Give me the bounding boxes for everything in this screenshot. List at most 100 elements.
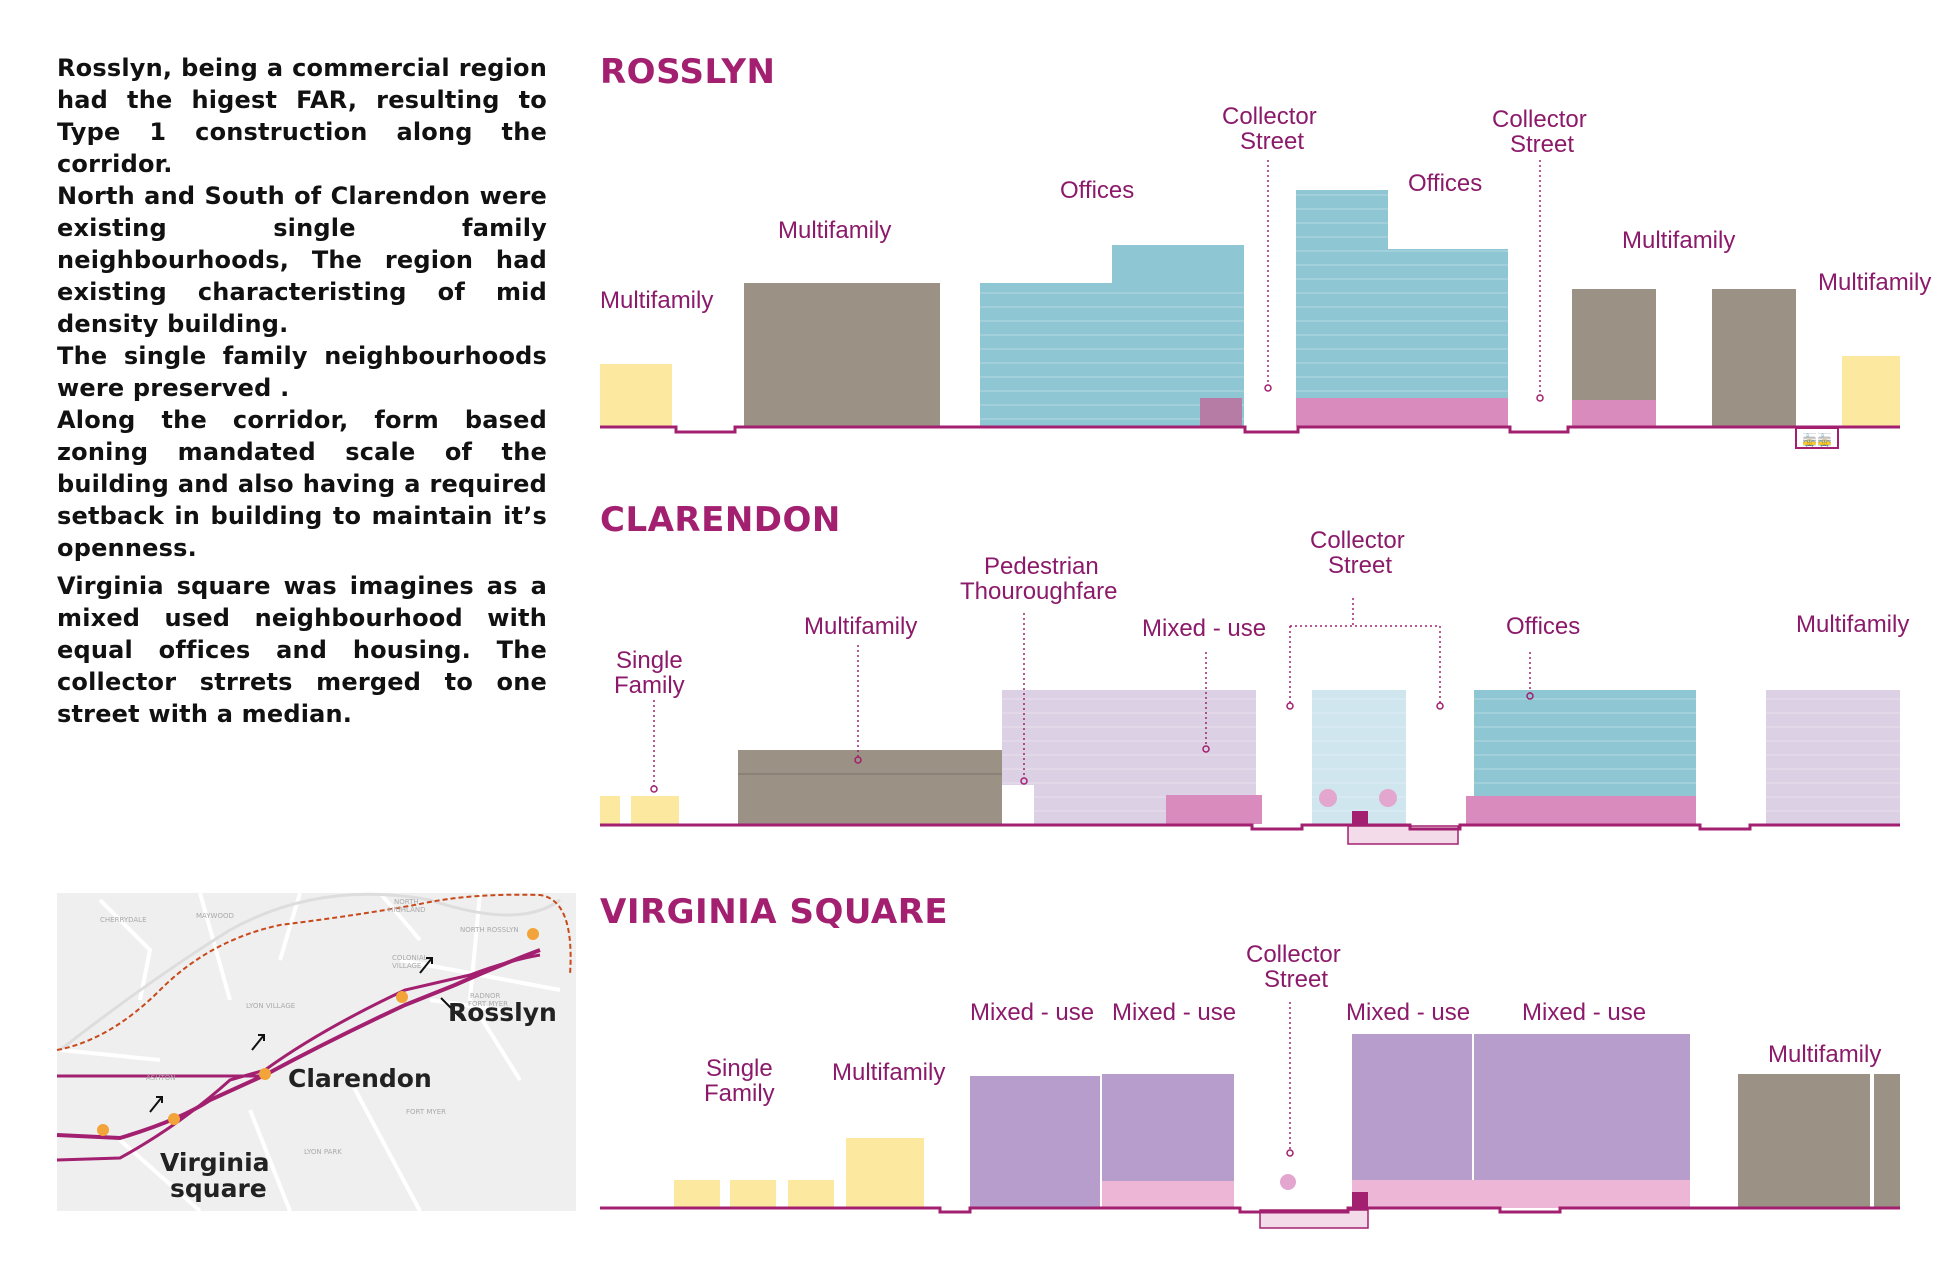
mixed-use-base xyxy=(1166,795,1262,824)
label-collector-b: Street xyxy=(1510,131,1575,158)
ground-line xyxy=(600,1206,1900,1214)
label-collector-b: Street xyxy=(1240,128,1305,155)
map-label-colonial-b: VILLAGE xyxy=(392,962,422,970)
map-label-virginia-b: square xyxy=(170,1174,267,1203)
label-single: Single xyxy=(616,647,683,674)
map-station-courthouse xyxy=(396,991,408,1003)
building-multifamily-yellow-2 xyxy=(1842,356,1900,426)
tunnel xyxy=(1259,1209,1369,1229)
building-multifamily-brown-3 xyxy=(1712,289,1796,426)
map-station-rosslyn xyxy=(527,928,539,940)
paragraph-text: Virginia square was imagines as a mixed … xyxy=(57,572,547,728)
building-mixed-use-1 xyxy=(970,1076,1100,1208)
label-pedestrian: Pedestrian xyxy=(984,553,1099,580)
section-title-clarendon: CLARENDON xyxy=(600,500,841,540)
tree-icon xyxy=(1280,1174,1296,1190)
rosslyn-section: 🚋🚋 xyxy=(600,160,1900,449)
label-multifamily: Multifamily xyxy=(1622,227,1736,254)
pedestrian-thoroughfare xyxy=(1002,785,1034,824)
map-background xyxy=(57,893,576,1211)
building-single-family-2 xyxy=(631,796,679,824)
section-title-rosslyn: ROSSLYN xyxy=(600,52,776,92)
retail-base xyxy=(1200,398,1242,426)
arrow-icon xyxy=(419,957,433,974)
tree-icon xyxy=(1379,789,1397,807)
label-multifamily: Multifamily xyxy=(1818,269,1932,296)
leader-dot xyxy=(1286,702,1294,710)
label-mixed-use: Mixed - use xyxy=(1142,615,1267,642)
label-thoroughfare: Thouroughfare xyxy=(960,578,1118,605)
paragraph-text: Along the corridor, form based zoning ma… xyxy=(57,406,547,562)
map-leader xyxy=(440,997,464,1021)
section-title-virginia: VIRGINIA SQUARE xyxy=(600,892,949,932)
offices-base xyxy=(1466,796,1696,824)
tree-icon xyxy=(1319,789,1337,807)
map-rail-line xyxy=(56,893,572,1051)
label-multifamily: Multifamily xyxy=(778,217,892,244)
tram-icon: 🚋🚋 xyxy=(1802,433,1832,447)
leader-dot xyxy=(1436,702,1444,710)
label-mixed-use: Mixed - use xyxy=(1112,999,1237,1026)
building-multifamily-yellow xyxy=(600,364,672,426)
retail-base-offices xyxy=(1296,398,1508,426)
label-collector-a: Collector xyxy=(1222,103,1317,130)
arrow-icon xyxy=(149,1096,163,1113)
map-station-clarendon xyxy=(259,1068,271,1080)
leader-dot xyxy=(1286,1149,1294,1157)
leader-dot xyxy=(1536,394,1544,402)
label-collector-b: Street xyxy=(1264,966,1329,993)
floor-lines xyxy=(1296,190,1508,398)
label-collector-b: Street xyxy=(1328,552,1393,579)
leader-dot xyxy=(1202,745,1210,753)
building-single-family-2 xyxy=(730,1180,776,1208)
clarendon-section xyxy=(600,598,1900,845)
virginia-section xyxy=(600,1002,1900,1229)
map-label-virginia-a: Virginia xyxy=(160,1148,270,1177)
label-collector-a: Collector xyxy=(1492,106,1587,133)
label-multifamily: Multifamily xyxy=(804,613,918,640)
building-single-family-3 xyxy=(788,1180,834,1208)
label-family: Family xyxy=(614,672,685,699)
building-multifamily-brown-2 xyxy=(1874,1074,1900,1208)
building-mixed-use-3 xyxy=(1352,1034,1472,1180)
map-label-north-rosslyn: NORTH ROSSLYN xyxy=(460,926,519,934)
label-offices: Offices xyxy=(1408,170,1483,197)
retail-base-mf xyxy=(1572,400,1656,426)
map-corridor-edge xyxy=(56,953,541,1162)
ground-line xyxy=(600,425,1900,434)
label-collector-a: Collector xyxy=(1310,527,1405,554)
floor-lines xyxy=(1474,690,1696,796)
building-mixed-use-4 xyxy=(1474,1034,1690,1180)
transit-box xyxy=(1795,427,1839,449)
leader-dot xyxy=(1020,777,1028,785)
median xyxy=(1352,811,1368,824)
label-collector-a: Collector xyxy=(1246,941,1341,968)
floor-lines xyxy=(1766,690,1900,824)
location-map xyxy=(56,891,576,1213)
paragraph-text: The single family neighbourhoods were pr… xyxy=(57,342,547,402)
map-label-cherrydale: CHERRYDALE xyxy=(100,916,147,924)
label-single: Single xyxy=(706,1055,773,1082)
label-mixed-use: Mixed - use xyxy=(970,999,1095,1026)
label-mixed-use: Mixed - use xyxy=(1346,999,1471,1026)
leader-dot xyxy=(650,785,658,793)
building-multifamily-brown xyxy=(1738,1074,1870,1208)
map-label-radnor-a: RADNOR xyxy=(470,992,501,1000)
building-multifamily-brown xyxy=(738,750,1002,824)
label-multifamily: Multifamily xyxy=(832,1059,946,1086)
intro-paragraph-virginia: Virginia square was imagines as a mixed … xyxy=(57,570,547,730)
map-highway xyxy=(59,892,561,1052)
leader-bracket xyxy=(1289,598,1441,703)
leader-dot xyxy=(854,756,862,764)
label-offices: Offices xyxy=(1060,177,1135,204)
map-label-lyon-park: LYON PARK xyxy=(304,1148,342,1156)
map-label-fort-myer: FORT MYER xyxy=(406,1108,446,1116)
intro-paragraph-clarendon: North and South of Clarendon were existi… xyxy=(57,180,547,564)
paragraph-text: Rosslyn, being a commercial region had t… xyxy=(57,54,547,178)
label-family: Family xyxy=(704,1080,775,1107)
leader-dot xyxy=(1526,692,1534,700)
paragraph-text: North and South of Clarendon were existi… xyxy=(57,182,547,338)
building-mixed-use-2 xyxy=(1102,1074,1234,1181)
median xyxy=(1352,1192,1368,1208)
